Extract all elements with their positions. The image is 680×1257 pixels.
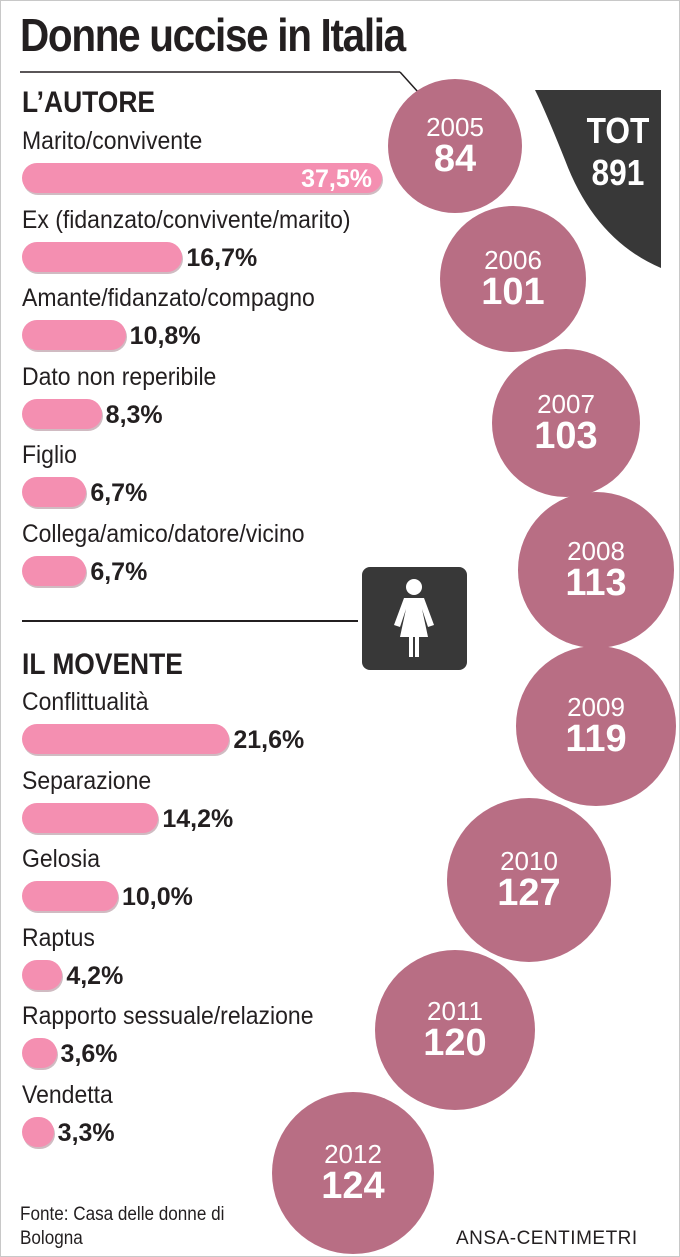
- bar-label: Ex (fidanzato/convivente/marito): [22, 205, 351, 234]
- bubble-value: 101: [481, 270, 545, 313]
- bar-value-label: 37,5%: [301, 165, 372, 193]
- bar-label: Separazione: [22, 766, 152, 795]
- bar-label: Gelosia: [22, 845, 100, 873]
- source-note: Fonte: Casa delle donne di Bologna: [20, 1204, 225, 1249]
- bubble-value: 113: [565, 561, 627, 604]
- year-bubble: 2010 127: [446, 797, 612, 963]
- bubble-year: 2011: [427, 995, 483, 1026]
- total-label: TOT: [586, 110, 650, 151]
- bubble-year: 2008: [567, 535, 625, 566]
- year-bubble: 2008 113: [518, 492, 674, 648]
- total-value: 891: [591, 152, 645, 193]
- bar-value-label: 3,3%: [57, 1118, 115, 1147]
- bar: [22, 959, 63, 990]
- bar: [22, 1116, 54, 1147]
- bar: [22, 724, 230, 754]
- bubble-value: 103: [534, 414, 598, 457]
- bar: [22, 241, 183, 272]
- bar-label: Figlio: [22, 441, 77, 469]
- bar: [22, 477, 87, 507]
- section-title-autore: L’AUTORE: [22, 86, 156, 119]
- year-bubble: 2005 84: [388, 79, 522, 213]
- total-badge: [535, 90, 661, 268]
- bar-label: Collega/amico/datore/vicino: [22, 519, 305, 548]
- credit: ANSA-CENTIMETRI: [456, 1228, 638, 1249]
- year-bubble: 2012 124: [271, 1091, 435, 1255]
- woman-icon: [362, 567, 467, 670]
- section-divider: [22, 620, 358, 622]
- bubble-value: 120: [423, 1021, 487, 1064]
- bar-value-label: 6,7%: [90, 479, 148, 507]
- bubble-year: 2006: [484, 244, 542, 275]
- bar-value-label: 21,6%: [233, 726, 305, 754]
- bar: [22, 802, 159, 833]
- bubble-year: 2012: [324, 1138, 382, 1169]
- bubble-year: 2010: [500, 845, 558, 876]
- year-bubble: 2011 120: [374, 949, 536, 1111]
- bar: [22, 320, 126, 350]
- bubble-value: 119: [565, 717, 627, 760]
- section-title-movente: IL MOVENTE: [22, 648, 183, 681]
- bubble-value: 84: [433, 138, 477, 180]
- bubble-year: 2009: [567, 691, 625, 722]
- bar: [22, 1038, 57, 1068]
- bar: [22, 881, 118, 911]
- chart-title: Donne uccise in Italia: [20, 9, 406, 61]
- bar: [22, 398, 102, 429]
- bar-label: Marito/convivente: [22, 127, 203, 155]
- year-bubble: 2009 119: [516, 646, 676, 806]
- bar-value-label: 4,2%: [66, 961, 124, 990]
- bubble-year: 2005: [426, 112, 484, 142]
- bar-value-label: 10,8%: [129, 322, 201, 350]
- bar-value-label: 10,0%: [122, 883, 193, 911]
- year-bubble: 2006 101: [439, 205, 587, 353]
- bar-label: Vendetta: [22, 1080, 113, 1109]
- bubble-value: 127: [497, 871, 561, 914]
- bar-value-label: 8,3%: [105, 400, 163, 429]
- bar: [22, 555, 87, 586]
- bar: [22, 163, 382, 193]
- bubble-value: 124: [321, 1164, 385, 1207]
- total-shape: [535, 90, 661, 268]
- bar-label: Dato non reperibile: [22, 362, 217, 391]
- bar-value-label: 16,7%: [186, 243, 258, 272]
- title-connector: [20, 71, 419, 93]
- bar-value-label: 3,6%: [60, 1040, 118, 1068]
- bar-label: Conflittualità: [22, 688, 149, 716]
- bubble-year: 2007: [537, 388, 595, 419]
- bar-label: Rapporto sessuale/relazione: [22, 1002, 314, 1030]
- bar-label: Raptus: [22, 923, 95, 952]
- bar-label: Amante/fidanzato/compagno: [22, 284, 315, 312]
- bar-value-label: 6,7%: [90, 557, 148, 586]
- bar-value-label: 14,2%: [162, 804, 234, 833]
- year-bubble: 2007 103: [491, 348, 641, 498]
